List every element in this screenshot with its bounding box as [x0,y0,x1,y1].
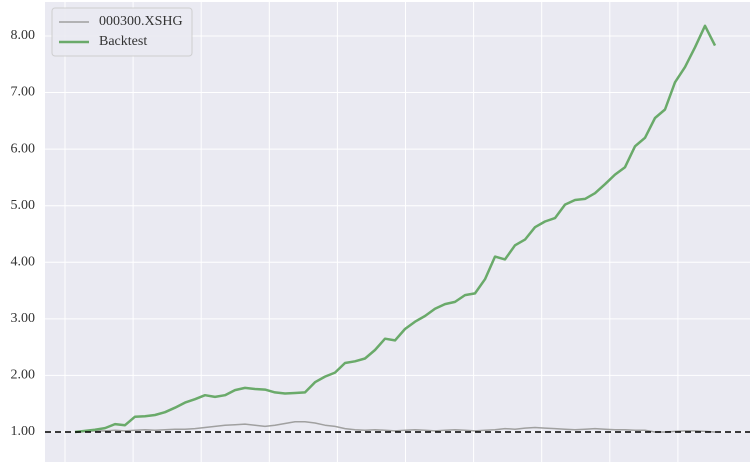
plot-background [45,2,750,462]
y-tick-label: 6.00 [11,141,36,156]
legend-label: 000300.XSHG [99,14,183,29]
y-tick-label: 3.00 [11,311,36,326]
legend-label: Backtest [99,34,147,49]
series-line [74,24,717,434]
y-tick-label: 7.00 [11,85,36,100]
y-tick-label: 4.00 [11,254,36,269]
y-tick-label: 2.00 [11,368,36,383]
y-tick-label: 5.00 [11,198,36,213]
y-tick-label: 1.00 [11,424,36,439]
legend-box [51,7,193,57]
series-line [74,421,716,433]
y-tick-label: 8.00 [11,28,36,43]
